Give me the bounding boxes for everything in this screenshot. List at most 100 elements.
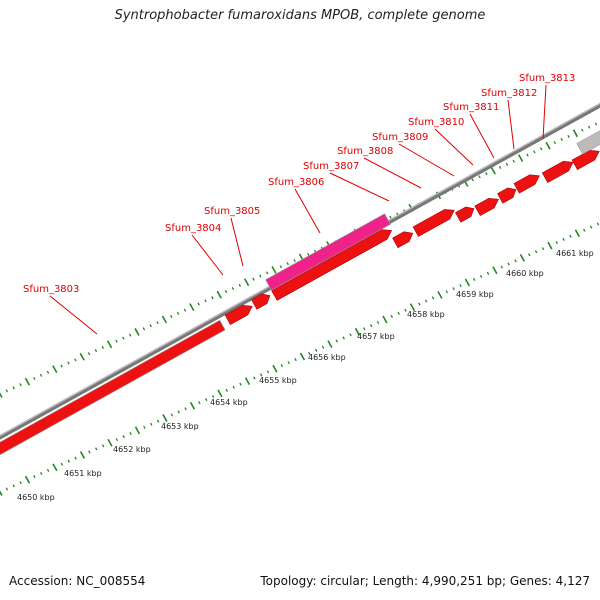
label-leader — [363, 157, 422, 189]
inner-tick — [321, 345, 325, 349]
inner-tick — [287, 361, 290, 365]
outer-tick — [183, 308, 187, 312]
outer-tick — [539, 147, 543, 151]
inner-tick — [369, 324, 373, 328]
inner-tick — [189, 401, 196, 410]
outer-tick — [189, 303, 195, 311]
gene-label: Sfum_3810 — [408, 117, 464, 128]
outer-tick — [101, 345, 105, 349]
inner-tick — [52, 463, 58, 472]
outer-tick — [498, 165, 502, 169]
gray-feature — [576, 130, 600, 155]
inner-tick — [431, 296, 435, 300]
inner-tick — [88, 450, 91, 454]
inner-tick — [519, 253, 526, 262]
inner-tick — [244, 377, 251, 385]
inner-tick — [74, 456, 77, 460]
inner-tick — [33, 475, 36, 479]
inner-tick — [239, 382, 242, 386]
outer-tick — [485, 172, 488, 176]
outer-tick — [0, 392, 3, 398]
outer-tick — [224, 290, 228, 294]
inner-tick — [354, 327, 361, 336]
label-leader — [329, 172, 390, 202]
outer-tick — [490, 166, 496, 175]
scale-label: 4653 kbp — [161, 422, 199, 431]
inner-tick — [259, 373, 263, 377]
gene-block-3804 — [224, 304, 253, 326]
inner-tick — [390, 314, 394, 318]
inner-tick — [217, 389, 223, 398]
outer-tick — [252, 277, 255, 281]
outer-tick — [67, 361, 70, 365]
inner-tick — [589, 225, 593, 229]
label-leader — [469, 113, 495, 159]
inner-tick — [445, 290, 449, 294]
outer-tick — [533, 150, 536, 154]
inner-tick — [156, 419, 160, 423]
gene-block-3813 — [541, 160, 574, 184]
inner-tick — [418, 302, 421, 306]
label-leader — [49, 295, 98, 335]
inner-tick — [473, 277, 476, 281]
outer-tick — [265, 271, 269, 275]
label-leaders — [49, 84, 547, 335]
inner-tick — [376, 321, 380, 325]
scale-label: 4654 kbp — [210, 398, 248, 407]
inner-tick — [280, 364, 284, 368]
inner-tick — [528, 253, 531, 257]
inner-tick — [404, 308, 407, 312]
inner-tick — [569, 234, 572, 238]
scale-label: 4660 kbp — [506, 269, 544, 278]
inner-tick — [327, 340, 333, 349]
tick-marks — [0, 122, 600, 496]
outer-tick — [87, 352, 91, 356]
gene-label: Sfum_3803 — [23, 284, 79, 295]
outer-tick — [79, 352, 85, 361]
inner-tick — [294, 358, 297, 362]
inner-tick — [314, 348, 318, 352]
inner-tick — [253, 376, 256, 380]
scale-label: 4656 kbp — [308, 353, 346, 362]
outer-tick — [505, 162, 509, 166]
outer-tick — [545, 141, 551, 150]
gene-label: Sfum_3807 — [303, 161, 359, 172]
outer-tick — [24, 377, 31, 386]
outer-tick — [149, 324, 152, 328]
label-leader — [294, 188, 321, 234]
outer-tick — [478, 175, 481, 179]
inner-tick — [149, 422, 153, 426]
outer-tick — [560, 137, 563, 142]
inner-tick — [479, 274, 483, 278]
outer-tick — [19, 383, 22, 387]
inner-tick — [514, 259, 517, 263]
inner-tick — [459, 284, 462, 288]
inner-tick — [177, 410, 180, 414]
scale-label: 4658 kbp — [407, 310, 445, 319]
inner-tick — [308, 351, 311, 355]
inner-tick — [101, 444, 105, 448]
outer-tick — [60, 364, 63, 368]
gene-block-3811 — [497, 187, 517, 204]
label-leader — [230, 217, 244, 267]
inner-tick — [211, 394, 215, 399]
inner-tick — [162, 414, 168, 422]
outer-tick — [518, 154, 524, 163]
inner-tick — [60, 462, 64, 466]
outer-tick — [231, 286, 235, 291]
outer-tick — [471, 178, 474, 182]
outer-tick — [259, 274, 262, 278]
outer-tick — [33, 376, 36, 381]
label-leader — [398, 143, 455, 177]
inner-tick — [547, 241, 553, 250]
inner-tick — [94, 447, 98, 451]
outer-tick — [307, 252, 310, 256]
gene-label: Sfum_3809 — [372, 132, 428, 143]
inner-tick — [266, 370, 270, 374]
inner-tick — [424, 299, 428, 303]
outer-tick — [211, 296, 214, 300]
inner-tick — [107, 438, 113, 447]
outer-tick — [271, 265, 277, 274]
inner-tick — [534, 250, 538, 254]
